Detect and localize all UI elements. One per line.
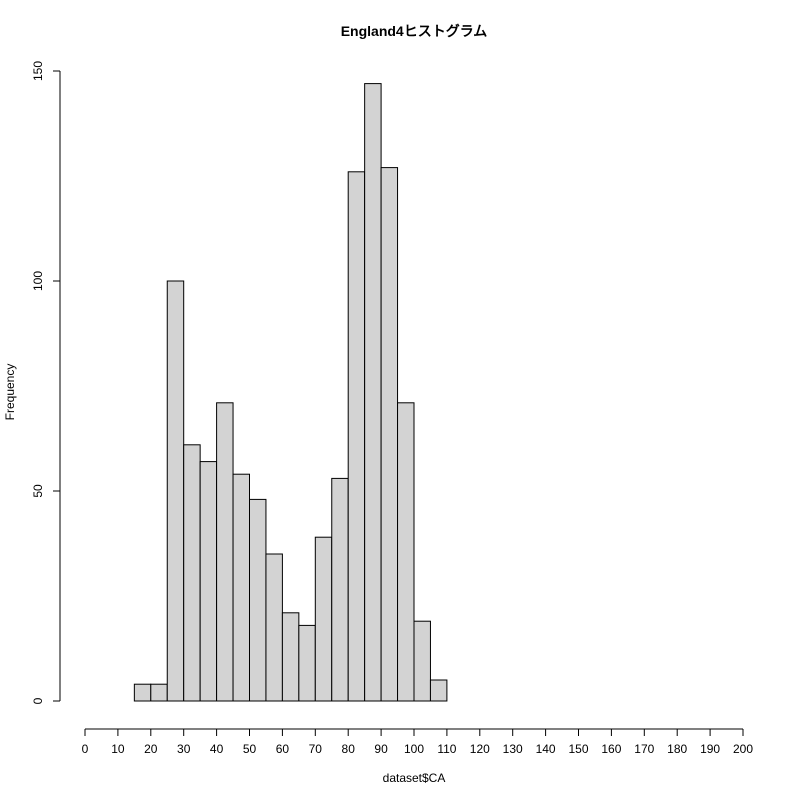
histogram-bar — [429, 679, 448, 702]
histogram-bar — [265, 553, 283, 702]
y-tick-label: 50 — [31, 484, 45, 498]
histogram-bar — [347, 171, 366, 702]
y-axis-title: Frequency — [3, 364, 17, 421]
histogram-bar — [249, 498, 267, 702]
histogram-bar — [298, 624, 316, 702]
x-tick-label: 200 — [733, 742, 753, 756]
histogram-bar — [199, 461, 218, 702]
x-tick-label: 50 — [243, 742, 257, 756]
x-tick-label: 0 — [82, 742, 89, 756]
histogram-bar — [397, 402, 415, 702]
x-tick-label: 110 — [437, 742, 456, 756]
x-tick-label: 150 — [568, 742, 588, 756]
x-tick-label: 140 — [536, 742, 556, 756]
x-tick-label: 180 — [667, 742, 687, 756]
x-tick-label: 170 — [634, 742, 654, 756]
x-tick-label: 40 — [210, 742, 224, 756]
x-tick-label: 190 — [700, 742, 720, 756]
histogram-bar — [183, 444, 201, 702]
histogram-bar — [364, 83, 382, 702]
x-tick-label: 80 — [342, 742, 356, 756]
bars-group — [133, 83, 448, 702]
x-axis-title: dataset$CA — [383, 771, 446, 785]
x-tick-label: 120 — [470, 742, 490, 756]
histogram-bar — [331, 477, 349, 702]
y-tick-label: 100 — [31, 271, 45, 291]
y-tick-label: 150 — [31, 61, 45, 81]
x-axis: 0 10 20 30 40 50 60 70 80 90 100 110 120 130 140 150 160… — [82, 728, 753, 756]
histogram-bar — [281, 612, 300, 702]
histogram-bar — [150, 683, 168, 702]
histogram-bar — [413, 620, 431, 702]
x-tick-label: 30 — [177, 742, 191, 756]
x-tick-label: 130 — [503, 742, 523, 756]
x-tick-label: 10 — [111, 742, 125, 756]
histogram-bar — [166, 280, 185, 702]
y-tick-label: 0 — [31, 697, 45, 704]
chart-title: England4ヒストグラム — [341, 23, 488, 39]
x-tick-label: 60 — [276, 742, 290, 756]
x-tick-label: 20 — [144, 742, 158, 756]
y-axis: 0 50 100 150 — [31, 61, 61, 704]
histogram-bar — [314, 536, 333, 702]
histogram-bar — [380, 167, 399, 702]
x-tick-label: 70 — [309, 742, 323, 756]
x-tick-label: 100 — [404, 742, 424, 756]
histogram-bar — [232, 473, 251, 702]
histogram-bar — [133, 683, 152, 702]
histogram-bar — [216, 402, 234, 702]
x-tick-label: 90 — [374, 742, 388, 756]
x-tick-label: 160 — [601, 742, 621, 756]
